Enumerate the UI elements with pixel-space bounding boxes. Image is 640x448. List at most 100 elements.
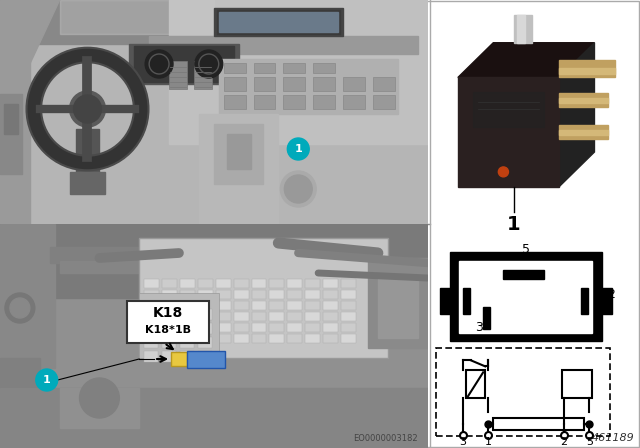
Text: 5: 5: [522, 243, 530, 256]
Bar: [269, 312, 284, 321]
Bar: [341, 301, 356, 310]
Bar: [224, 77, 246, 91]
Bar: [70, 172, 106, 194]
Bar: [198, 290, 212, 299]
Bar: [144, 351, 158, 362]
Bar: [198, 309, 212, 320]
Bar: [134, 46, 234, 82]
Text: 2: 2: [561, 437, 568, 447]
Bar: [341, 312, 356, 321]
Bar: [162, 323, 177, 332]
Text: 5: 5: [586, 437, 593, 447]
Bar: [253, 63, 275, 73]
Bar: [343, 77, 365, 91]
Bar: [0, 224, 54, 368]
Bar: [76, 129, 99, 174]
Bar: [269, 290, 284, 299]
Bar: [224, 63, 246, 73]
Bar: [139, 293, 219, 358]
Circle shape: [10, 298, 30, 318]
Bar: [459, 261, 593, 332]
Polygon shape: [0, 0, 60, 64]
Bar: [463, 288, 470, 314]
Circle shape: [284, 175, 312, 203]
Bar: [60, 0, 214, 34]
Bar: [227, 134, 250, 169]
Bar: [198, 337, 212, 348]
Circle shape: [74, 95, 101, 123]
Bar: [0, 0, 428, 44]
Bar: [169, 0, 428, 144]
Bar: [219, 59, 397, 114]
Bar: [253, 77, 275, 91]
Bar: [224, 95, 246, 109]
Bar: [313, 63, 335, 73]
Bar: [194, 61, 212, 89]
Bar: [162, 334, 177, 343]
Bar: [483, 306, 490, 328]
Bar: [305, 279, 320, 288]
Bar: [440, 288, 450, 314]
Bar: [252, 290, 266, 299]
Bar: [284, 77, 305, 91]
Text: 3: 3: [460, 437, 467, 447]
Bar: [269, 334, 284, 343]
Bar: [199, 114, 278, 224]
Bar: [504, 270, 544, 279]
Bar: [144, 323, 159, 332]
Bar: [323, 290, 338, 299]
Bar: [234, 323, 248, 332]
Bar: [216, 290, 230, 299]
Bar: [341, 323, 356, 332]
Bar: [144, 312, 159, 321]
Bar: [559, 99, 607, 103]
Bar: [162, 290, 177, 299]
Circle shape: [5, 293, 35, 323]
Bar: [171, 352, 187, 366]
Bar: [180, 312, 195, 321]
Bar: [149, 36, 417, 54]
Bar: [252, 334, 266, 343]
Bar: [253, 95, 275, 109]
Bar: [436, 349, 610, 436]
Bar: [581, 288, 588, 314]
Bar: [287, 290, 302, 299]
Bar: [341, 279, 356, 288]
Bar: [513, 15, 532, 43]
Bar: [234, 301, 248, 310]
Circle shape: [36, 369, 58, 391]
Bar: [216, 279, 230, 288]
Bar: [162, 312, 177, 321]
Bar: [0, 0, 30, 224]
Text: K18: K18: [153, 306, 183, 320]
Bar: [180, 279, 195, 288]
Bar: [162, 309, 176, 320]
Bar: [187, 351, 225, 368]
Circle shape: [499, 167, 508, 177]
Text: 3: 3: [476, 321, 483, 334]
Bar: [162, 301, 177, 310]
Bar: [373, 95, 395, 109]
Bar: [180, 323, 194, 334]
Bar: [287, 279, 302, 288]
Bar: [198, 323, 212, 334]
Bar: [305, 301, 320, 310]
Bar: [162, 351, 176, 362]
Bar: [180, 323, 195, 332]
Bar: [269, 279, 284, 288]
Bar: [50, 247, 248, 263]
Bar: [139, 238, 388, 358]
Text: EO0000003182: EO0000003182: [353, 434, 417, 443]
Bar: [323, 279, 338, 288]
Bar: [127, 301, 209, 343]
Bar: [198, 323, 212, 332]
Bar: [343, 95, 365, 109]
Bar: [234, 312, 248, 321]
Bar: [216, 334, 230, 343]
Bar: [180, 309, 194, 320]
Polygon shape: [458, 78, 559, 187]
Text: 2: 2: [607, 288, 616, 301]
Bar: [287, 323, 302, 332]
Bar: [323, 301, 338, 310]
Bar: [313, 77, 335, 91]
